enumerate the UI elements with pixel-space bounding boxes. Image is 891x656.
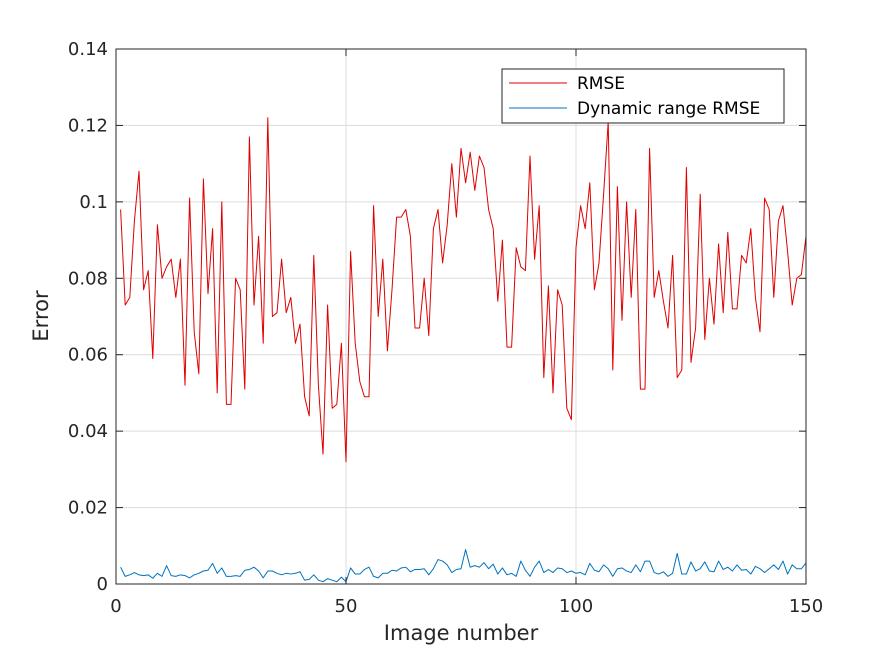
y-tick-label: 0.1 <box>79 192 108 213</box>
y-tick-label: 0.14 <box>68 39 108 60</box>
series-line-rmse <box>120 117 807 463</box>
x-tick-label: 50 <box>335 596 358 617</box>
y-tick-label: 0.12 <box>68 115 108 136</box>
y-tick-label: 0.08 <box>68 268 108 289</box>
y-tick-label: 0.02 <box>68 498 108 519</box>
plot-box <box>115 48 807 585</box>
y-axis-label: Error <box>29 290 53 342</box>
legend-label-rmse: RMSE <box>577 74 625 94</box>
y-tick-label: 0.04 <box>68 421 108 442</box>
x-tick-label: 150 <box>789 596 823 617</box>
legend-label-dynamic-range-rmse: Dynamic range RMSE <box>577 99 760 119</box>
y-tick-label: 0 <box>97 574 108 595</box>
legend-box <box>501 68 785 124</box>
x-axis-label: Image number <box>384 621 539 645</box>
legend: RMSE Dynamic range RMSE <box>501 68 785 124</box>
series-line-dynamic-range-rmse <box>120 549 807 583</box>
x-tick-label: 100 <box>559 596 593 617</box>
plot-area <box>116 49 806 584</box>
x-tick-label: 0 <box>110 596 121 617</box>
series-layer <box>120 117 807 583</box>
tick-labels: 0 50 100 150 0 0.02 0.04 0.06 0.08 0.1 0.12 0.14 <box>68 39 823 617</box>
y-tick-label: 0.06 <box>68 345 108 366</box>
ticks <box>115 48 807 585</box>
